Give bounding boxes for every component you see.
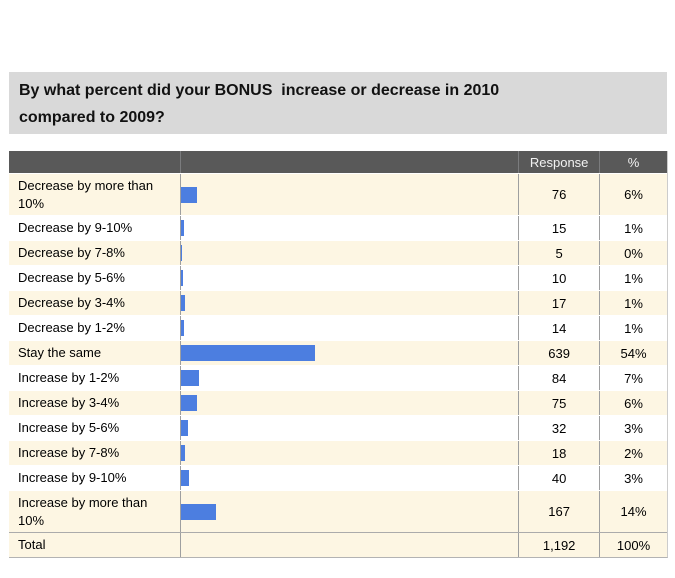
row-response: 17 (518, 291, 599, 315)
total-response: 1,192 (518, 533, 599, 557)
row-response: 639 (518, 341, 599, 365)
row-label: Decrease by 3-4% (18, 295, 125, 310)
response-bar (180, 503, 216, 520)
table-total-row: Total 1,192 100% (9, 532, 667, 557)
question-title-line-1: By what percent did your BONUS increase … (19, 82, 500, 99)
total-percent: 100% (599, 533, 667, 557)
header-cell-percent: % (599, 151, 667, 173)
row-percent: 6% (599, 391, 667, 415)
table-row: Increase by more than 10% 167 14% (9, 490, 667, 532)
row-label: Increase by 5-6% (18, 420, 120, 435)
table-row: Decrease by more than 10% 76 6% (9, 173, 667, 215)
table-row: Stay the same 639 54% (9, 340, 667, 365)
row-percent: 3% (599, 466, 667, 490)
row-label: Decrease by 9-10% (18, 220, 133, 235)
table-row: Decrease by 1-2% 14 1% (9, 315, 667, 340)
row-percent: 54% (599, 341, 667, 365)
response-bar (180, 270, 183, 286)
response-bar (180, 295, 185, 311)
row-label: Increase by more than 10% (18, 494, 148, 528)
bar-cell (179, 266, 518, 290)
response-bar (180, 445, 185, 461)
row-response: 15 (518, 216, 599, 240)
row-response: 14 (518, 316, 599, 340)
bar-cell (179, 491, 518, 532)
table-row: Decrease by 7-8% 5 0% (9, 240, 667, 265)
row-percent: 2% (599, 441, 667, 465)
bar-cell (179, 291, 518, 315)
header-cell-label (9, 151, 180, 173)
bar-cell (179, 241, 518, 265)
table-row: Increase by 7-8% 18 2% (9, 440, 667, 465)
results-table: Response % Decrease by more than 10% 76 6%… (9, 151, 668, 558)
row-percent: 1% (599, 216, 667, 240)
row-response: 84 (518, 366, 599, 390)
row-label: Stay the same (18, 345, 102, 360)
response-bar (180, 345, 315, 361)
bar-cell (179, 441, 518, 465)
row-label: Increase by 7-8% (18, 445, 120, 460)
bar-cell (179, 174, 518, 215)
row-percent: 0% (599, 241, 667, 265)
row-label: Increase by 1-2% (18, 370, 120, 385)
total-label: Total (18, 537, 46, 552)
row-response: 40 (518, 466, 599, 490)
bar-cell (179, 416, 518, 440)
response-bar (180, 420, 188, 436)
row-response: 5 (518, 241, 599, 265)
row-response: 167 (518, 491, 599, 532)
row-response: 18 (518, 441, 599, 465)
row-label: Decrease by 1-2% (18, 320, 125, 335)
table-row: Increase by 3-4% 75 6% (9, 390, 667, 415)
row-percent: 1% (599, 316, 667, 340)
table-row: Increase by 9-10% 40 3% (9, 465, 667, 490)
bar-cell (179, 316, 518, 340)
row-label: Increase by 3-4% (18, 395, 120, 410)
question-title-line-2: compared to 2009? (19, 109, 165, 126)
row-percent: 1% (599, 291, 667, 315)
row-response: 75 (518, 391, 599, 415)
header-cell-bar (179, 151, 518, 173)
table-row: Increase by 1-2% 84 7% (9, 365, 667, 390)
row-percent: 1% (599, 266, 667, 290)
total-bar-cell (179, 533, 518, 557)
table-row: Decrease by 9-10% 15 1% (9, 215, 667, 240)
question-title: By what percent did your BONUS increase … (9, 72, 667, 134)
row-percent: 3% (599, 416, 667, 440)
table-row: Decrease by 5-6% 10 1% (9, 265, 667, 290)
table-row: Increase by 5-6% 32 3% (9, 415, 667, 440)
row-response: 10 (518, 266, 599, 290)
row-percent: 7% (599, 366, 667, 390)
bar-cell (179, 466, 518, 490)
response-bar (180, 370, 199, 386)
bar-cell (179, 216, 518, 240)
row-label: Decrease by more than 10% (18, 177, 154, 211)
bar-cell (179, 341, 518, 365)
response-bar (180, 186, 197, 203)
row-response: 76 (518, 174, 599, 215)
response-bar (180, 220, 184, 236)
row-label: Decrease by 7-8% (18, 245, 125, 260)
bar-cell (179, 366, 518, 390)
response-bar (180, 320, 184, 336)
row-label: Increase by 9-10% (18, 470, 127, 485)
table-body: Decrease by more than 10% 76 6% Decrease by… (9, 173, 667, 557)
table-row: Decrease by 3-4% 17 1% (9, 290, 667, 315)
row-percent: 6% (599, 174, 667, 215)
response-bar (180, 470, 189, 486)
row-response: 32 (518, 416, 599, 440)
response-bar (180, 395, 197, 411)
row-label: Decrease by 5-6% (18, 270, 125, 285)
header-cell-response: Response (518, 151, 599, 173)
response-bar (180, 245, 182, 261)
table-header-row: Response % (9, 151, 667, 173)
row-percent: 14% (599, 491, 667, 532)
bar-cell (179, 391, 518, 415)
